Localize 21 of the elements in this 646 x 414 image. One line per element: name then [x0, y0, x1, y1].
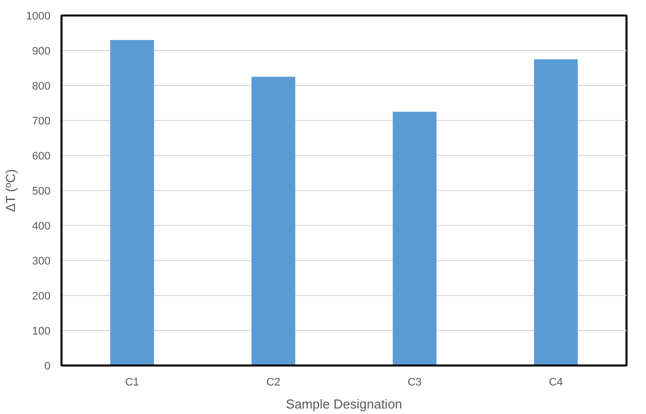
y-tick-label: 900: [32, 46, 51, 58]
x-tick-label: C1: [125, 376, 140, 388]
y-tick-label: 600: [32, 150, 51, 162]
y-tick-label: 400: [32, 220, 51, 232]
y-tick-label: 200: [32, 290, 51, 302]
y-tick-label: 0: [44, 360, 51, 372]
y-tick-label: 700: [32, 116, 51, 128]
y-tick-label: 500: [32, 186, 51, 198]
bar: [392, 112, 437, 366]
y-tick-label: 100: [32, 326, 51, 338]
x-tick-label: C3: [408, 376, 422, 388]
bar: [110, 40, 154, 366]
bar: [251, 76, 296, 366]
y-tick-label: 1000: [26, 10, 51, 22]
x-axis-title: Sample Designation: [286, 396, 402, 412]
x-tick-label: C4: [548, 376, 563, 388]
x-tick-label: C2: [266, 376, 280, 388]
y-tick-label: 300: [32, 256, 51, 268]
y-axis-title: ΔT (ºC): [3, 169, 18, 212]
bar: [534, 59, 578, 366]
y-tick-label: 800: [32, 80, 51, 92]
